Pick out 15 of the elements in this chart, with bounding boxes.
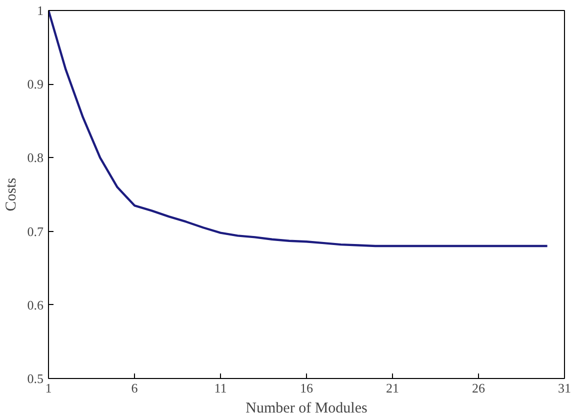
- y-tick-label: 0.9: [27, 76, 44, 92]
- line-series: [48, 10, 548, 248]
- x-tick-label: 16: [300, 380, 314, 396]
- y-tick-label: 0.6: [27, 297, 44, 312]
- x-axis-title: Number of Modules: [246, 400, 368, 416]
- x-tick-label: 26: [472, 380, 486, 396]
- x-tick-label: 31: [558, 380, 571, 396]
- y-tick-label: 0.8: [27, 150, 44, 166]
- x-tick-label: 21: [386, 380, 399, 396]
- x-tick-label: 6: [131, 380, 138, 396]
- y-tick-label: 0.5: [27, 371, 44, 386]
- y-tick-label: 0.7: [27, 224, 44, 239]
- y-tick-label: 1: [37, 3, 44, 18]
- x-tick-label: 11: [214, 380, 227, 396]
- y-axis-title: Costs: [3, 178, 20, 212]
